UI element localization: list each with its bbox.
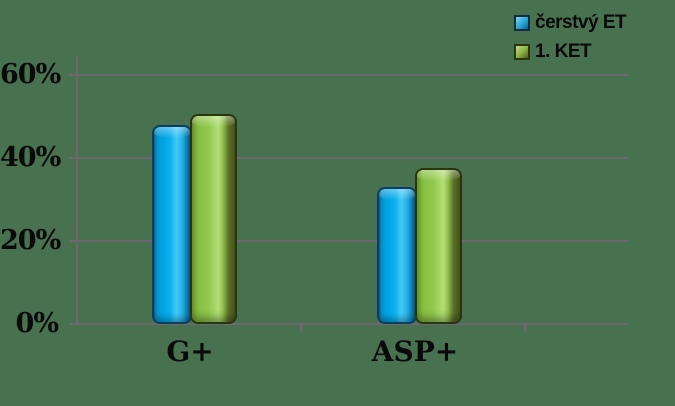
y-axis-label-40: 40% — [0, 142, 61, 173]
x-tick-mid — [300, 324, 302, 332]
gridline-20 — [77, 240, 628, 242]
bar-1-ket-asp — [415, 168, 462, 324]
category-label-g: G+ — [166, 335, 214, 368]
y-axis-line — [76, 56, 78, 325]
y-tick-20 — [69, 240, 77, 242]
y-tick-60 — [69, 74, 77, 76]
y-tick-0 — [69, 323, 77, 325]
category-label-asp: ASP+ — [371, 335, 459, 368]
y-axis-label-20: 20% — [0, 225, 61, 256]
legend-swatch-blue-icon — [514, 14, 530, 31]
gridline-60 — [77, 74, 628, 76]
y-tick-40 — [69, 157, 77, 159]
bar-cerstvy-et-g — [152, 125, 192, 324]
legend-item-cerstvy-et: čerstvý ET — [514, 12, 627, 33]
y-axis-label-60: 60% — [0, 59, 61, 90]
legend-label-1-ket: 1. KET — [535, 41, 592, 62]
bar-1-ket-g — [190, 114, 237, 324]
legend-swatch-green-icon — [514, 43, 530, 60]
bar-cerstvy-et-asp — [377, 187, 417, 324]
legend-item-1-ket: 1. KET — [514, 42, 626, 61]
legend: čerstvý ET 1. KET — [514, 12, 627, 71]
x-tick-right — [524, 324, 526, 332]
legend-label-cerstvy-et: čerstvý ET — [535, 12, 627, 33]
y-axis-label-0: 0% — [15, 308, 59, 339]
x-axis-line — [77, 323, 628, 325]
gridline-40 — [77, 157, 628, 159]
